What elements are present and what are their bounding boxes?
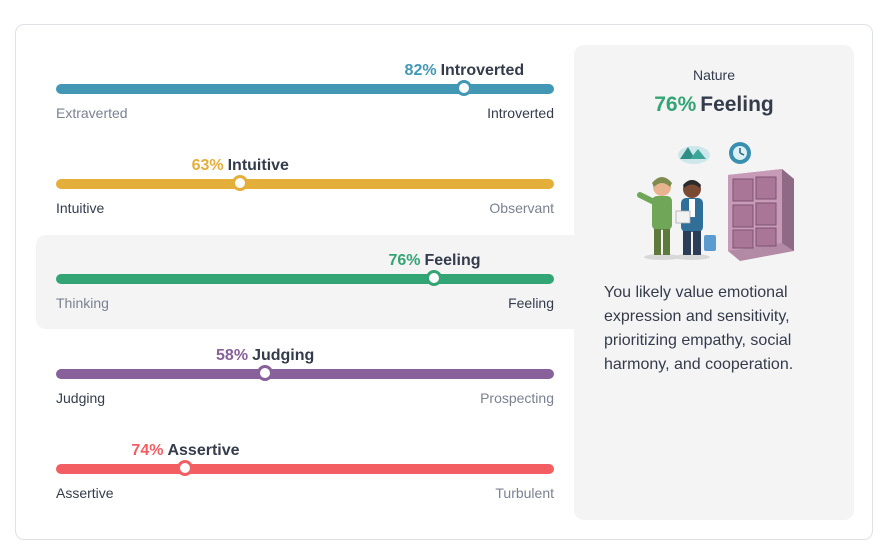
trait-right-label: Feeling — [508, 295, 554, 311]
trait-name: Introverted — [440, 62, 525, 79]
trait-slider-knob[interactable] — [232, 175, 249, 191]
panel-trait-name: Feeling — [700, 93, 774, 116]
trait-percent: 74% — [131, 442, 164, 459]
trait-intuitive[interactable]: 63% Intuitive Intuitive Observant — [56, 157, 554, 217]
trait-name: Feeling — [424, 252, 481, 269]
panel-description: You likely value emotional expression an… — [604, 284, 794, 373]
trait-left-label: Extraverted — [56, 105, 128, 121]
trait-slider-knob[interactable] — [456, 80, 473, 96]
trait-left-label: Assertive — [56, 485, 114, 501]
two-people-beside-lockers-illustration — [637, 142, 794, 261]
trait-judging[interactable]: 58% Judging Judging Prospecting — [56, 347, 554, 407]
person-green-icon — [637, 177, 680, 260]
trait-bar — [56, 84, 554, 94]
trait-feeling[interactable]: 76% Feeling Thinking Feeling — [56, 252, 554, 312]
trait-left-label: Intuitive — [56, 200, 105, 216]
trait-introverted[interactable]: 82% Introverted Extraverted Introverted — [56, 62, 554, 122]
trait-bar — [56, 179, 554, 189]
panel-trait-percent: 76% — [654, 93, 697, 116]
trait-name: Intuitive — [227, 157, 289, 174]
trait-right-label: Introverted — [487, 105, 554, 121]
trait-left-label: Judging — [56, 390, 106, 406]
trait-right-label: Turbulent — [495, 485, 554, 501]
trait-title: 58% Judging — [216, 347, 314, 367]
landscape-icon — [678, 146, 710, 164]
trait-slider-knob[interactable] — [257, 365, 274, 381]
trait-slider-knob[interactable] — [177, 460, 194, 476]
trait-percent: 76% — [388, 252, 421, 269]
trait-right-label: Prospecting — [480, 390, 554, 406]
trait-bar — [56, 369, 554, 379]
lockers-icon — [728, 169, 794, 261]
trait-name: Assertive — [167, 442, 240, 459]
clock-icon — [729, 142, 751, 164]
trait-title: 74% Assertive — [131, 442, 239, 462]
trait-bar — [56, 464, 554, 474]
trait-title: 76% Feeling — [388, 252, 480, 272]
trait-assertive[interactable]: 74% Assertive Assertive Turbulent — [56, 442, 554, 502]
trait-detail-panel: Nature 76% Feeling — [574, 45, 854, 520]
trait-right-label: Observant — [489, 200, 554, 216]
trait-name: Judging — [252, 347, 315, 364]
trait-bar — [56, 274, 554, 284]
person-blue-icon — [674, 180, 716, 260]
trait-percent: 58% — [216, 347, 249, 364]
trait-slider-knob[interactable] — [426, 270, 443, 286]
trait-percent: 63% — [191, 157, 224, 174]
panel-trait-title: 76% Feeling — [574, 93, 854, 117]
trait-title: 63% Intuitive — [192, 157, 289, 177]
trait-title: 82% Introverted — [405, 62, 525, 82]
trait-percent: 82% — [404, 62, 437, 79]
trait-left-label: Thinking — [56, 295, 109, 311]
panel-category-label: Nature — [692, 67, 736, 83]
